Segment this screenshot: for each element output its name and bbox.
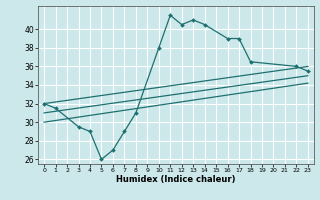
X-axis label: Humidex (Indice chaleur): Humidex (Indice chaleur) [116,175,236,184]
